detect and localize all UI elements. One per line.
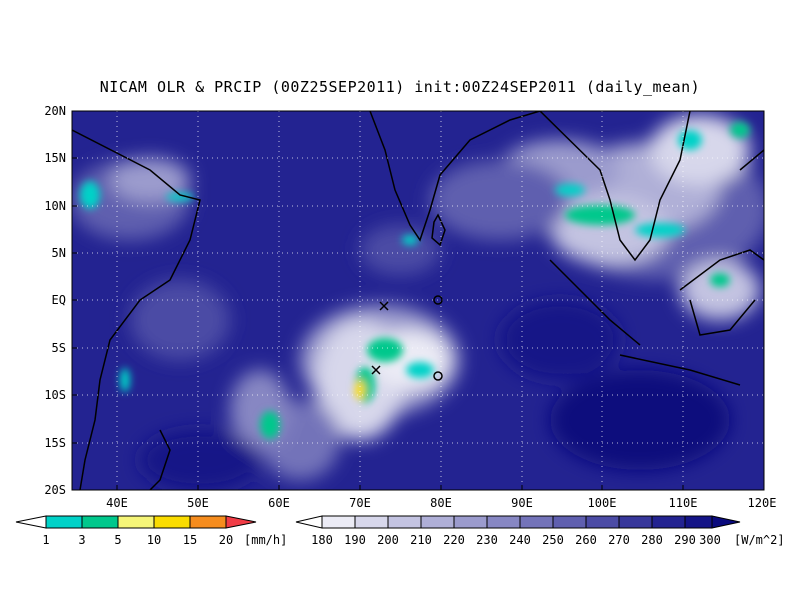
olr-label: 300 [699,533,721,547]
precip-label: 20 [219,533,233,547]
precip-bin [117,515,155,529]
olr-label: 280 [641,533,663,547]
olr-bin [295,515,323,529]
graticule [72,111,764,490]
olr-bin [711,515,741,529]
olr-label: 220 [443,533,465,547]
lon-tick-label: 90E [511,496,533,510]
olr-bin [420,515,455,529]
precip-colorbar-labels: 1 3 5 10 15 20 [mm/h] [42,533,287,547]
lat-tick-label: 10N [44,199,66,213]
lon-tick-label: 80E [430,496,452,510]
lon-tick-label: 120E [748,496,777,510]
olr-bin [453,515,488,529]
olr-label: 250 [542,533,564,547]
marker-cross-2 [371,365,381,375]
precip-colorbar [15,515,257,529]
lat-tick-label: 5S [52,341,66,355]
lat-tick-label: 20N [44,104,66,118]
marker-circle-2 [433,371,443,381]
olr-label: 210 [410,533,432,547]
lat-tick-label: EQ [52,293,66,307]
precip-unit: [mm/h] [244,533,287,547]
olr-bin [618,515,653,529]
olr-label: 190 [344,533,366,547]
olr-label: 260 [575,533,597,547]
olr-label: 290 [674,533,696,547]
map-panel [72,111,764,490]
plot-title: NICAM OLR & PRCIP (00Z25SEP2011) init:00… [99,78,701,96]
olr-bin [552,515,587,529]
lat-tick-label: 15N [44,151,66,165]
lon-tick-label: 40E [106,496,128,510]
precip-bin [15,515,47,529]
markers [371,295,443,381]
lon-tick-label: 60E [268,496,290,510]
lat-tick-label: 5N [52,246,66,260]
olr-label: 180 [311,533,333,547]
precip-label: 5 [114,533,121,547]
olr-colorbar-labels: 180 190 200 210 220 230 240 250 260 270 … [311,533,784,547]
olr-bin [354,515,389,529]
precip-label: 1 [42,533,49,547]
olr-bin [387,515,422,529]
olr-label: 200 [377,533,399,547]
olr-label: 270 [608,533,630,547]
olr-bin [651,515,686,529]
olr-bin [519,515,554,529]
olr-unit: [W/m^2] [734,533,785,547]
olr-colorbar [295,515,741,529]
lat-axis: 20N 15N 10N 5N EQ 5S 10S 15S 20S [44,104,77,497]
precip-bin [45,515,83,529]
precip-bin [189,515,227,529]
coastlines [72,111,764,490]
lat-tick-label: 10S [44,388,66,402]
lat-tick-label: 15S [44,436,66,450]
lon-axis: 40E 50E 60E 70E 80E 90E 100E 110E 120E [106,485,776,510]
precip-label: 10 [147,533,161,547]
marker-circle-1 [433,295,443,305]
olr-label: 240 [509,533,531,547]
olr-field [72,115,764,490]
precip-bin [153,515,191,529]
olr-bin [321,515,356,529]
lon-tick-label: 70E [349,496,371,510]
precip-label: 3 [78,533,85,547]
lat-tick-label: 20S [44,483,66,497]
marker-cross-1 [379,301,389,311]
olr-label: 230 [476,533,498,547]
olr-bin [486,515,521,529]
lon-tick-label: 50E [187,496,209,510]
precip-label: 15 [183,533,197,547]
olr-bin [585,515,620,529]
olr-bin [684,515,713,529]
precip-bin [81,515,119,529]
precip-bin [225,515,257,529]
lon-tick-label: 110E [669,496,698,510]
lon-tick-label: 100E [588,496,617,510]
